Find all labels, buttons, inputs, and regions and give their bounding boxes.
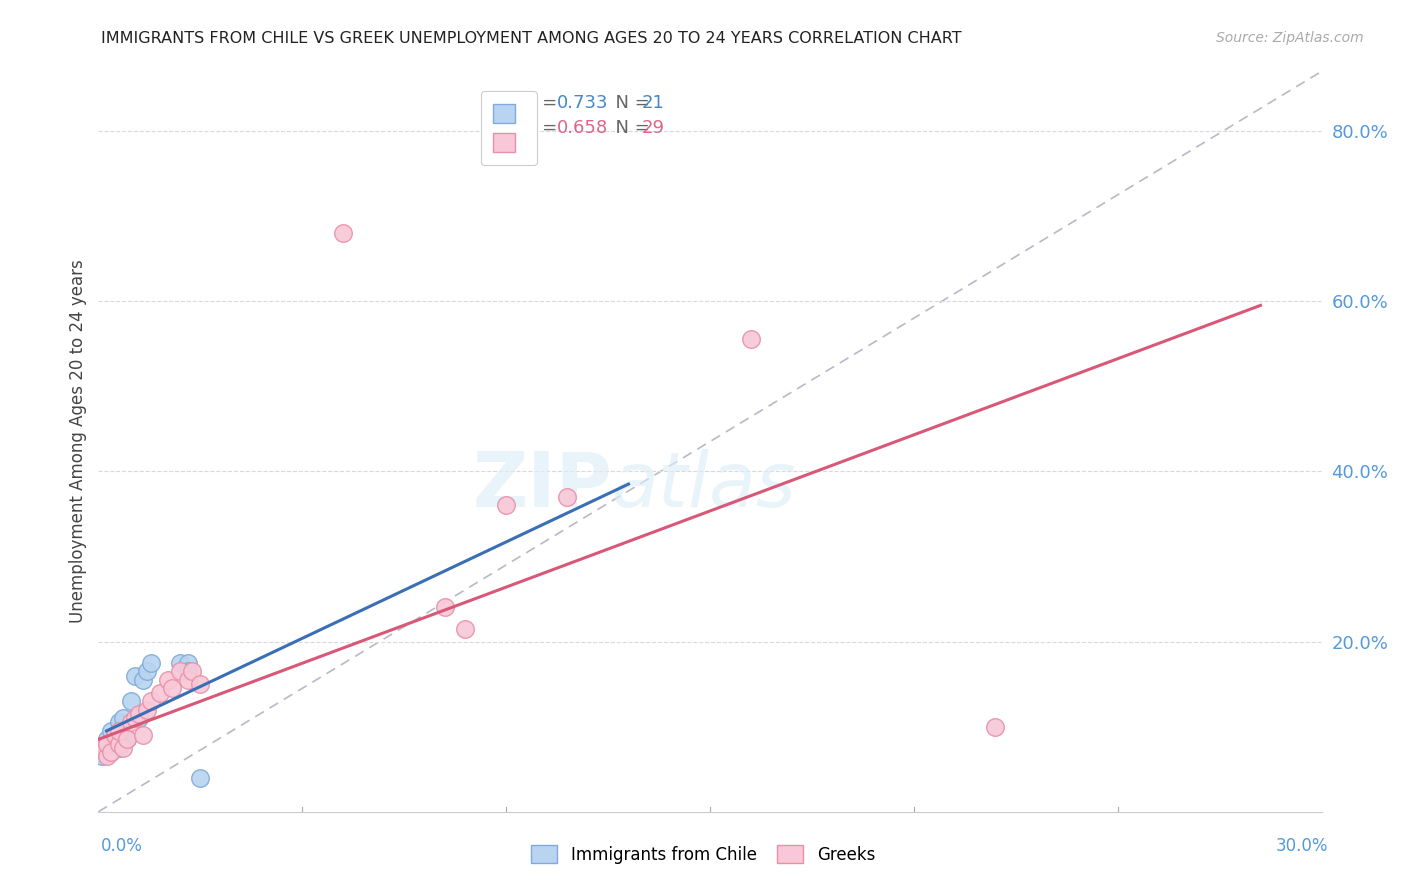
Point xyxy=(108,740,131,755)
Point xyxy=(160,681,183,696)
Point xyxy=(188,677,212,691)
Point xyxy=(100,723,122,738)
Point xyxy=(108,715,131,730)
Point xyxy=(156,673,179,687)
Point xyxy=(984,720,1007,734)
Text: 29: 29 xyxy=(641,120,665,137)
Point xyxy=(115,732,138,747)
Text: atlas: atlas xyxy=(612,449,797,523)
Point xyxy=(132,673,155,687)
Text: ZIP: ZIP xyxy=(472,449,612,523)
Point xyxy=(96,732,118,747)
Text: 21: 21 xyxy=(641,95,665,112)
Text: 30.0%: 30.0% xyxy=(1277,837,1329,855)
Point xyxy=(141,656,163,670)
Point xyxy=(104,728,127,742)
Text: N =: N = xyxy=(603,120,655,137)
Point xyxy=(177,656,200,670)
Point xyxy=(181,665,204,679)
Point xyxy=(332,226,354,240)
Point xyxy=(91,740,114,755)
Point xyxy=(454,622,477,636)
Text: Source: ZipAtlas.com: Source: ZipAtlas.com xyxy=(1216,31,1364,45)
Point xyxy=(96,737,118,751)
Point xyxy=(177,673,200,687)
Text: IMMIGRANTS FROM CHILE VS GREEK UNEMPLOYMENT AMONG AGES 20 TO 24 YEARS CORRELATIO: IMMIGRANTS FROM CHILE VS GREEK UNEMPLOYM… xyxy=(101,31,962,46)
Legend: Immigrants from Chile, Greeks: Immigrants from Chile, Greeks xyxy=(524,838,882,871)
Point xyxy=(169,656,191,670)
Point xyxy=(188,771,212,785)
Point xyxy=(495,499,517,513)
Legend: , : , xyxy=(481,92,537,165)
Point xyxy=(120,715,142,730)
Point xyxy=(124,711,146,725)
Point xyxy=(100,745,122,759)
Point xyxy=(740,333,762,347)
Text: 0.658: 0.658 xyxy=(557,120,609,137)
Point xyxy=(149,685,172,699)
Point xyxy=(111,728,134,742)
Text: R =: R = xyxy=(524,95,562,112)
Point xyxy=(128,706,150,721)
Point xyxy=(141,694,163,708)
Point xyxy=(136,665,159,679)
Point xyxy=(124,668,146,682)
Point xyxy=(115,732,138,747)
Point xyxy=(108,723,131,738)
Point xyxy=(434,600,457,615)
Point xyxy=(136,703,159,717)
Point xyxy=(104,728,127,742)
Point xyxy=(555,490,579,504)
Text: 0.733: 0.733 xyxy=(557,95,609,112)
Point xyxy=(111,740,134,755)
Y-axis label: Unemployment Among Ages 20 to 24 years: Unemployment Among Ages 20 to 24 years xyxy=(69,260,87,624)
Text: R =: R = xyxy=(524,120,562,137)
Point xyxy=(96,740,118,755)
Text: N =: N = xyxy=(603,95,655,112)
Point xyxy=(108,737,131,751)
Point xyxy=(177,665,200,679)
Point xyxy=(128,711,150,725)
Point xyxy=(111,711,134,725)
Point xyxy=(96,749,118,764)
Point xyxy=(169,665,191,679)
Point xyxy=(100,745,122,759)
Point xyxy=(91,749,114,764)
Point xyxy=(120,694,142,708)
Point xyxy=(132,728,155,742)
Text: 0.0%: 0.0% xyxy=(101,837,143,855)
